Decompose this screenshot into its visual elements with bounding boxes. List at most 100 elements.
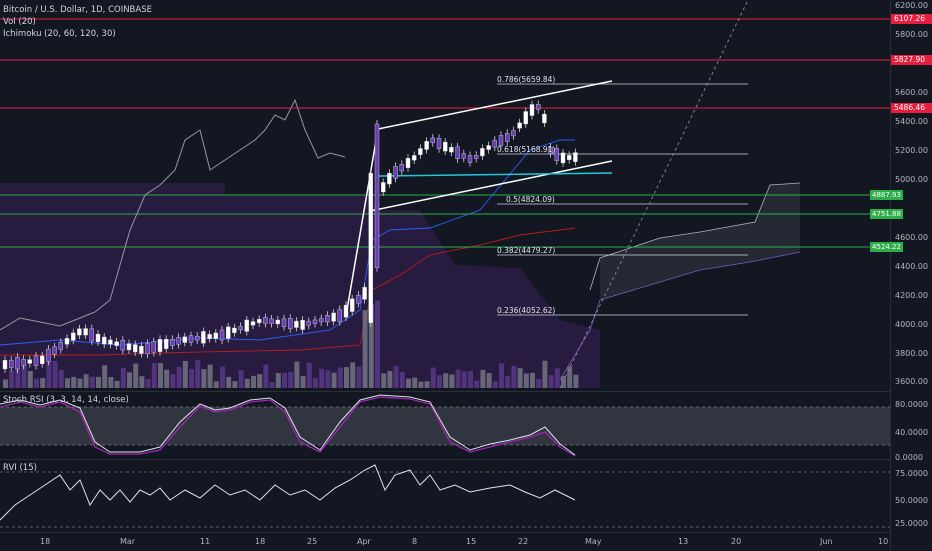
volume-bar (474, 380, 480, 388)
volume-bar (15, 369, 21, 388)
price-tick: 6200.00 (895, 1, 929, 10)
time-tick: 18 (255, 537, 266, 546)
price-tick: 5000.00 (895, 175, 929, 184)
volume-bar (151, 363, 157, 388)
volume-bar (102, 365, 108, 388)
stoch-rsi-pane[interactable]: Stoch RSI (3, 3, 14, 14, close) (0, 391, 890, 458)
volume-bar (232, 381, 238, 388)
candle (455, 142, 460, 163)
ichimoku-cloud (0, 183, 600, 388)
time-tick: 10 (878, 537, 889, 546)
volume-bar (77, 378, 83, 388)
volume-bar (65, 378, 70, 388)
breakout-trendline[interactable] (346, 128, 379, 311)
price-badge-5486[interactable]: 5486.46 (891, 103, 932, 113)
candle (474, 151, 479, 163)
volume-bar (455, 369, 461, 388)
time-tick: Mar (120, 537, 136, 546)
volume-bar (536, 379, 542, 388)
candle (114, 337, 119, 350)
price-pane[interactable]: Bitcoin / U.S. Dollar, 1D, COINBASE Vol … (0, 0, 890, 388)
volume-bar (195, 360, 201, 388)
candle (412, 151, 417, 165)
volume-bar (505, 375, 511, 388)
channel-lower[interactable] (369, 160, 613, 212)
price-badge-4751[interactable]: 4751.88 (870, 209, 903, 219)
fib-label-0236: 0.236(4052.62) (497, 306, 556, 315)
volume-bar (294, 361, 300, 388)
candle (83, 324, 88, 340)
cloud-lead-a (589, 182, 801, 291)
volume-bar (201, 369, 207, 388)
volume-bar (399, 371, 405, 388)
time-axis[interactable]: 18 Mar 11 18 25 Apr 8 15 22 May 13 20 Ju… (0, 532, 890, 551)
price-badge-4524[interactable]: 4524.22 (870, 242, 903, 252)
candle (188, 331, 194, 347)
volume-bar (344, 367, 349, 388)
volume-bar (406, 378, 411, 388)
volume-bar (71, 376, 77, 388)
candle (120, 336, 126, 355)
candle (194, 332, 200, 345)
candle (95, 330, 101, 346)
volume-bar (189, 369, 194, 388)
volume-bar (120, 367, 126, 388)
candle (554, 144, 559, 165)
candle (319, 314, 324, 326)
volume-bar (486, 373, 492, 388)
volume-bar (3, 379, 8, 388)
candle (343, 301, 349, 322)
candle (567, 151, 572, 164)
time-tick: May (585, 537, 602, 546)
candle (263, 313, 268, 328)
price-chart[interactable] (0, 0, 890, 388)
volume-bar (424, 381, 430, 388)
candle (46, 345, 51, 366)
price-axis[interactable]: 6200.00 5800.00 5600.00 5400.00 5200.00 … (890, 0, 932, 550)
price-badge-5827[interactable]: 5827.90 (891, 55, 932, 65)
volume-bar (139, 376, 145, 388)
candle (511, 126, 516, 140)
candle (207, 330, 212, 343)
price-badge-4887[interactable]: 4887.93 (870, 190, 903, 200)
candle (163, 335, 169, 353)
volume-bar (468, 370, 473, 388)
rvi-pane[interactable]: RVI (15) (0, 459, 890, 533)
candle (238, 322, 243, 334)
candle (176, 333, 181, 349)
rvi-legend[interactable]: RVI (15) (3, 463, 37, 473)
volume-bar (573, 374, 579, 388)
volume-bar (220, 366, 225, 388)
candle (393, 162, 398, 183)
symbol-legend[interactable]: Bitcoin / U.S. Dollar, 1D, COINBASE (3, 5, 152, 15)
volume-bar (368, 303, 374, 388)
rvi-chart[interactable] (0, 460, 890, 533)
volume-bar (58, 369, 64, 388)
volume-bar (461, 371, 467, 388)
price-badge-6107[interactable]: 6107.26 (891, 14, 932, 24)
candle (480, 144, 485, 160)
candle (2, 356, 8, 373)
stoch-rsi-chart[interactable] (0, 392, 890, 458)
volume-bar (170, 374, 176, 388)
stoch-legend[interactable]: Stoch RSI (3, 3, 14, 14, close) (3, 395, 129, 405)
ichimoku-legend[interactable]: Ichimoku (20, 60, 120, 30) (3, 29, 116, 39)
volume-legend[interactable]: Vol (20) (3, 17, 36, 27)
volume-bar (511, 365, 517, 388)
candle (505, 129, 510, 146)
volume-bar (176, 366, 182, 388)
time-tick: 13 (678, 537, 689, 546)
candle (430, 133, 435, 147)
channel-upper[interactable] (377, 80, 613, 130)
candle (542, 110, 547, 127)
candle (486, 141, 491, 154)
candle (356, 291, 361, 308)
candle (548, 143, 553, 158)
fib-label-0618: 0.618(5168.91) (497, 145, 556, 154)
candle (294, 317, 299, 332)
cyan-support[interactable] (377, 172, 613, 177)
volume-bar (263, 364, 269, 388)
rvi-tick: 25.0000 (895, 519, 929, 528)
time-tick: 25 (307, 537, 318, 546)
volume-bar (499, 363, 504, 388)
